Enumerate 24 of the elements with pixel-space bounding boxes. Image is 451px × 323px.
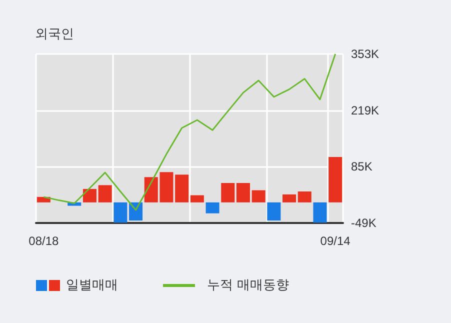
bar <box>190 195 204 202</box>
y-tick-label: 219K <box>351 103 380 118</box>
bar <box>328 157 342 202</box>
bar <box>221 183 235 202</box>
bar <box>313 202 327 223</box>
bar <box>252 190 266 202</box>
line-series <box>42 53 336 211</box>
bar <box>236 183 250 202</box>
chart-title: 외국인 <box>35 26 74 41</box>
bar <box>282 194 296 202</box>
y-tick-label: 85K <box>351 160 372 174</box>
legend-label: 누적 매매동향 <box>207 277 290 294</box>
bar <box>175 174 189 202</box>
bar <box>82 188 96 202</box>
bar <box>267 202 281 220</box>
bar <box>298 191 312 202</box>
x-tick-label: 08/18 <box>28 234 60 248</box>
x-tick-label: 09/14 <box>320 234 351 248</box>
bar <box>206 202 220 214</box>
y-tick-label: -49K <box>351 216 376 230</box>
bar <box>114 202 128 223</box>
bar <box>98 185 112 202</box>
legend-label: 일별매매 <box>66 277 118 294</box>
y-tick-label: 353K <box>351 47 380 61</box>
